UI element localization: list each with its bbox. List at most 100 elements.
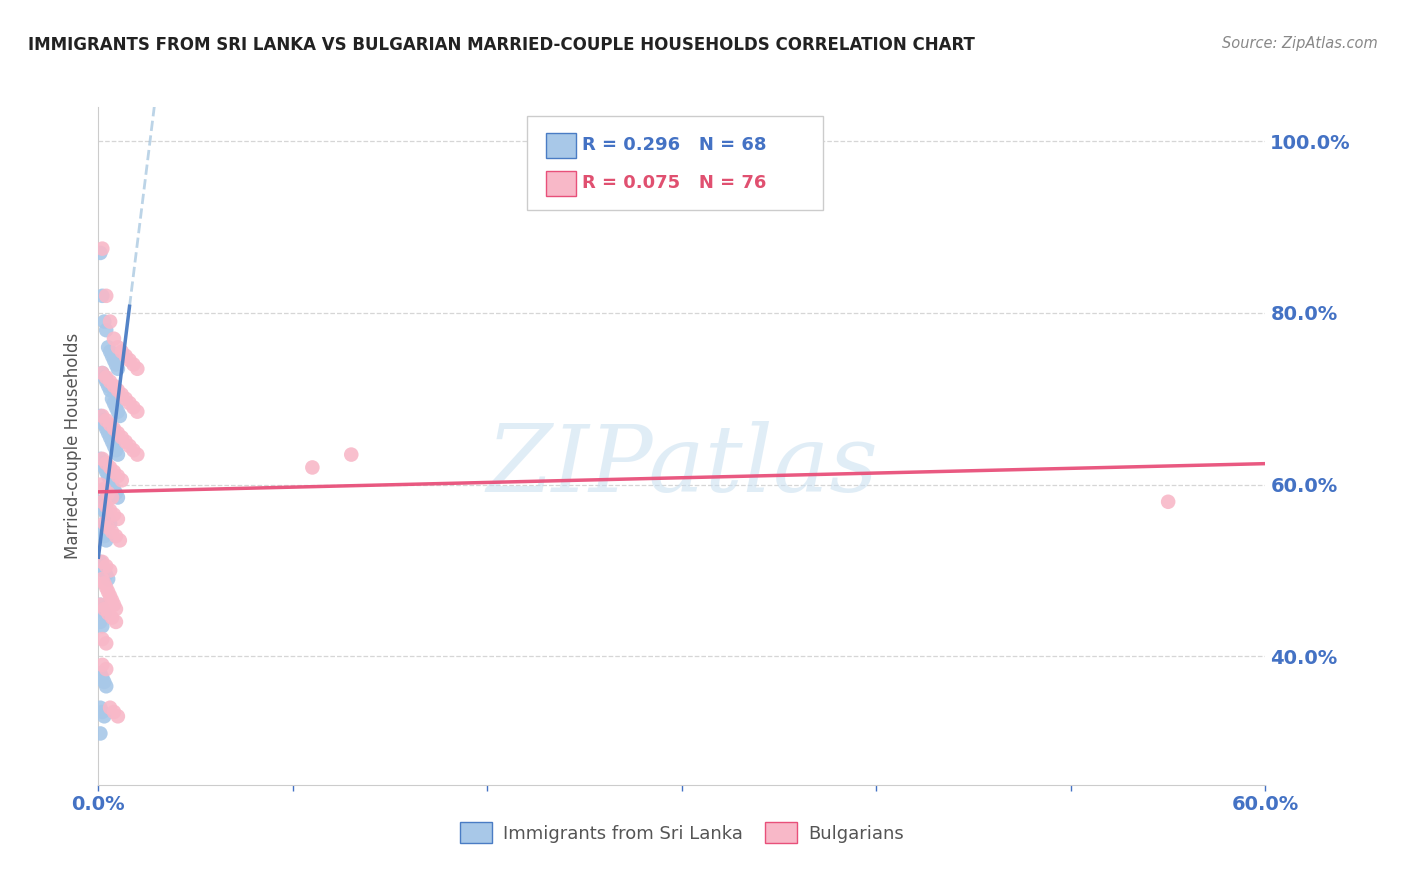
- Point: [104, 443, 127, 458]
- Point: [97, 486, 120, 500]
- Point: [103, 396, 125, 410]
- Point: [104, 615, 127, 629]
- Point: [91, 657, 114, 672]
- Point: [93, 482, 115, 496]
- Point: [98, 344, 121, 359]
- Point: [93, 563, 115, 577]
- Y-axis label: Married-couple Households: Married-couple Households: [65, 333, 83, 559]
- Text: ZIPatlas: ZIPatlas: [486, 421, 877, 511]
- Legend: Immigrants from Sri Lanka, Bulgarians: Immigrants from Sri Lanka, Bulgarians: [453, 815, 911, 850]
- Point: [98, 417, 121, 432]
- Point: [98, 375, 121, 389]
- Point: [89, 598, 111, 612]
- Point: [93, 576, 115, 591]
- Point: [98, 460, 121, 475]
- Point: [127, 361, 149, 376]
- Point: [91, 632, 114, 646]
- Point: [98, 503, 121, 517]
- Point: [122, 401, 145, 415]
- Point: [96, 533, 118, 548]
- Point: [101, 593, 124, 607]
- Point: [118, 439, 141, 453]
- Point: [107, 405, 129, 419]
- Point: [98, 563, 121, 577]
- Point: [89, 451, 111, 466]
- Point: [91, 705, 114, 719]
- Point: [89, 495, 111, 509]
- Point: [101, 434, 124, 449]
- Point: [97, 585, 120, 599]
- Point: [96, 289, 118, 303]
- Point: [98, 516, 121, 531]
- Point: [107, 469, 129, 483]
- Point: [93, 370, 115, 384]
- Point: [91, 242, 114, 256]
- Point: [89, 700, 111, 714]
- Point: [89, 598, 111, 612]
- Point: [103, 508, 125, 522]
- Point: [104, 401, 127, 415]
- Point: [97, 340, 120, 354]
- Point: [89, 246, 111, 260]
- Point: [93, 516, 115, 531]
- Point: [89, 555, 111, 569]
- Point: [107, 426, 129, 441]
- Point: [89, 726, 111, 740]
- Point: [118, 353, 141, 368]
- Point: [104, 486, 127, 500]
- Point: [91, 524, 114, 539]
- Point: [91, 451, 114, 466]
- Point: [107, 361, 129, 376]
- Point: [91, 456, 114, 470]
- Point: [96, 456, 118, 470]
- Point: [91, 366, 114, 380]
- Point: [107, 491, 129, 505]
- Point: [96, 636, 118, 650]
- Point: [96, 499, 118, 513]
- Text: IMMIGRANTS FROM SRI LANKA VS BULGARIAN MARRIED-COUPLE HOUSEHOLDS CORRELATION CHA: IMMIGRANTS FROM SRI LANKA VS BULGARIAN M…: [28, 36, 974, 54]
- Point: [107, 512, 129, 526]
- Point: [89, 477, 111, 491]
- Point: [104, 358, 127, 372]
- Point: [97, 426, 120, 441]
- Point: [97, 469, 120, 483]
- Point: [107, 340, 129, 354]
- Point: [114, 392, 136, 406]
- Point: [93, 709, 115, 723]
- Point: [98, 383, 121, 397]
- Point: [91, 409, 114, 423]
- Point: [98, 430, 121, 444]
- Point: [103, 422, 125, 436]
- Point: [103, 482, 125, 496]
- Point: [97, 520, 120, 534]
- Point: [93, 460, 115, 475]
- Point: [103, 439, 125, 453]
- Point: [101, 477, 124, 491]
- Point: [96, 413, 118, 427]
- Point: [104, 529, 127, 543]
- Point: [96, 581, 118, 595]
- Point: [122, 443, 145, 458]
- Point: [111, 387, 134, 401]
- Point: [114, 434, 136, 449]
- Point: [111, 473, 134, 487]
- Point: [91, 499, 114, 513]
- Point: [91, 602, 114, 616]
- Point: [101, 392, 124, 406]
- Point: [122, 358, 145, 372]
- Point: [101, 610, 124, 624]
- Point: [96, 465, 118, 479]
- Point: [108, 533, 131, 548]
- Point: [103, 332, 125, 346]
- Point: [101, 491, 124, 505]
- Point: [89, 520, 111, 534]
- Point: [91, 671, 114, 685]
- Point: [93, 529, 115, 543]
- Point: [111, 344, 134, 359]
- Point: [107, 383, 129, 397]
- Point: [91, 619, 114, 633]
- Point: [96, 370, 118, 384]
- Point: [97, 607, 120, 621]
- Point: [103, 353, 125, 368]
- Point: [91, 572, 114, 586]
